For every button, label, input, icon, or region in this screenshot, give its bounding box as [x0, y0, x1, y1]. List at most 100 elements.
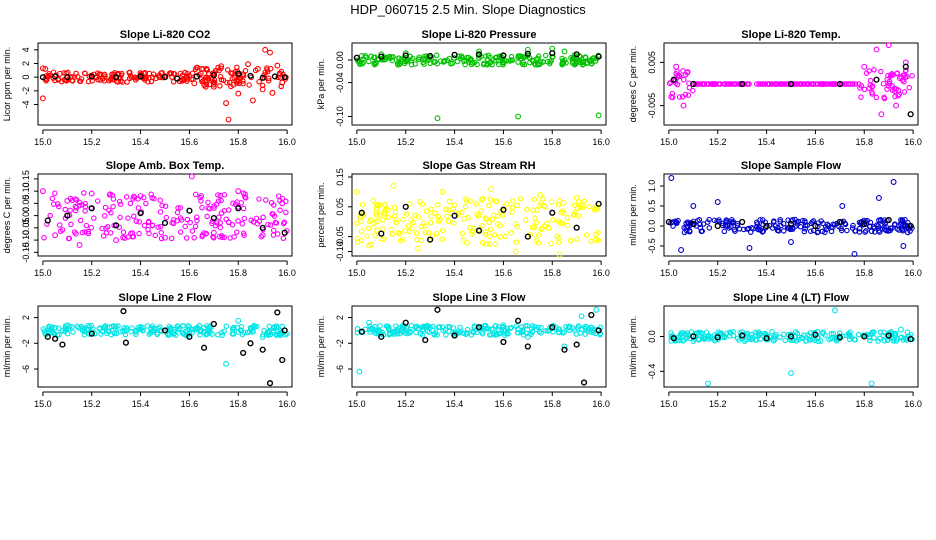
chart-1-sample-point — [246, 82, 252, 88]
chart-7-y-axis-label: ml/min per min. — [2, 316, 12, 378]
chart-8-sample-point — [368, 325, 374, 332]
chart-6-sample-point — [844, 227, 850, 234]
chart-4-y-tick-label: 0.10 — [21, 182, 31, 200]
chart-9-sample-point — [877, 329, 884, 335]
chart-1-sample-point — [217, 83, 223, 89]
chart-5-data-point — [366, 242, 373, 249]
chart-5-sample-point — [418, 223, 425, 230]
chart-5-data-point — [488, 185, 495, 192]
chart-4-data-point — [88, 190, 95, 197]
chart-7-sample-point — [128, 328, 134, 335]
chart-4-sample-point — [217, 224, 224, 231]
chart-4-sample-point — [271, 213, 278, 219]
chart-5-sample-point — [467, 198, 473, 204]
chart-4-data-point — [113, 237, 120, 244]
chart-9-sample-point — [804, 332, 811, 338]
chart-5-sample-point — [432, 210, 438, 216]
chart-4-sample-point — [110, 203, 116, 210]
chart-9-sample-point — [867, 337, 873, 344]
chart-1-sample-point — [82, 70, 88, 76]
chart-4-sample-point — [158, 235, 165, 242]
chart-6-sample-point — [856, 225, 863, 232]
chart-5-data-point — [414, 245, 421, 252]
chart-3-sample-point — [676, 94, 683, 100]
chart-2-sample-point — [457, 55, 464, 62]
chart-7-sample-point — [171, 328, 177, 335]
chart-4-sample-point — [192, 191, 199, 198]
chart-2-sample-point — [569, 60, 576, 67]
chart-4-sample-point — [253, 215, 260, 222]
chart-4-sample-point — [229, 222, 236, 228]
chart-6-data-point — [739, 218, 746, 226]
chart-2-sample-point — [559, 55, 565, 62]
chart-3-data-point — [873, 46, 880, 53]
chart-1-y-tick-label: 4 — [21, 47, 31, 52]
chart-1-data-point — [210, 83, 217, 90]
chart-4-sample-point — [198, 193, 204, 199]
chart-9-sample-point — [772, 336, 778, 343]
chart-7-data-point — [186, 330, 193, 336]
chart-2-x-tick-label: 15.2 — [397, 137, 415, 147]
chart-1-series-samples — [39, 46, 286, 123]
chart-4-sample-point — [158, 229, 164, 236]
chart-5-sample-point — [482, 231, 489, 237]
chart-5-sample-point — [428, 206, 434, 212]
chart-4-sample-point — [71, 229, 78, 235]
chart-1-x-tick-label: 15.2 — [83, 137, 101, 147]
chart-5-x-tick-label: 15.8 — [544, 268, 562, 278]
chart-7-sample-point — [266, 323, 273, 330]
chart-3-sample-point — [852, 81, 859, 87]
chart-6-sample-point — [711, 217, 718, 224]
chart-3-data-point — [902, 63, 909, 70]
chart-9-sample-point — [748, 336, 755, 343]
chart-9-sample-point — [880, 332, 887, 339]
chart-4-data-point — [161, 219, 169, 227]
chart-4-sample-point — [146, 230, 152, 237]
chart-5-sample-point — [359, 201, 366, 208]
chart-4-sample-point — [227, 235, 233, 241]
chart-3-sample-point — [897, 75, 903, 82]
chart-2-sample-point — [397, 60, 404, 66]
chart-1-sample-point — [266, 75, 272, 82]
chart-3-data-point — [668, 93, 675, 100]
chart-7-sample-point — [271, 324, 278, 330]
chart-2-sample-point — [449, 60, 456, 67]
chart-5-sample-point — [514, 223, 521, 230]
chart-6-y-tick-label: 1.0 — [647, 180, 657, 193]
chart-5-data-point — [427, 236, 434, 243]
chart-5-sample-point — [422, 229, 429, 236]
chart-9-sample-point — [769, 329, 775, 335]
chart-6-data-point — [900, 243, 907, 249]
chart-9-sample-point — [730, 332, 737, 339]
chart-1-data-point — [218, 63, 225, 70]
chart-2-sample-point — [548, 58, 554, 64]
chart-1-sample-point — [126, 69, 132, 76]
chart-7-sample-point — [251, 322, 257, 329]
chart-5-sample-point — [444, 213, 450, 220]
chart-8-data-point — [524, 333, 531, 340]
chart-4-y-tick-label: -0.05 — [21, 218, 31, 239]
chart-8-sample-point — [463, 331, 469, 338]
chart-2-sample-point — [359, 61, 365, 67]
chart-5-sample-point — [425, 229, 432, 236]
chart-7-data-point — [120, 308, 127, 315]
chart-2-data-point — [561, 48, 568, 55]
chart-1-sample-point — [143, 75, 149, 81]
chart-5-sample-point — [567, 237, 574, 244]
chart-6-data-point — [690, 220, 697, 228]
chart-6-sample-point — [892, 221, 898, 227]
chart-6-sample-point — [670, 223, 676, 229]
chart-5-sample-point — [555, 239, 562, 246]
chart-5-sample-point — [372, 232, 378, 238]
chart-4-sample-point — [120, 229, 127, 236]
chart-4-sample-point — [91, 215, 97, 221]
chart-7-data-point — [274, 309, 281, 316]
chart-1-data-point — [193, 73, 200, 80]
chart-4-sample-point — [123, 194, 130, 200]
chart-7-slope-line-2-flow: Slope Line 2 Flow ml/min per min. 15.0 15.2… — [2, 292, 296, 409]
chart-2-sample-point — [592, 58, 599, 64]
chart-8-data-point — [595, 327, 602, 334]
chart-4-sample-point — [152, 232, 159, 239]
chart-5-sample-point — [533, 219, 540, 226]
chart-1-sample-point — [150, 71, 157, 77]
